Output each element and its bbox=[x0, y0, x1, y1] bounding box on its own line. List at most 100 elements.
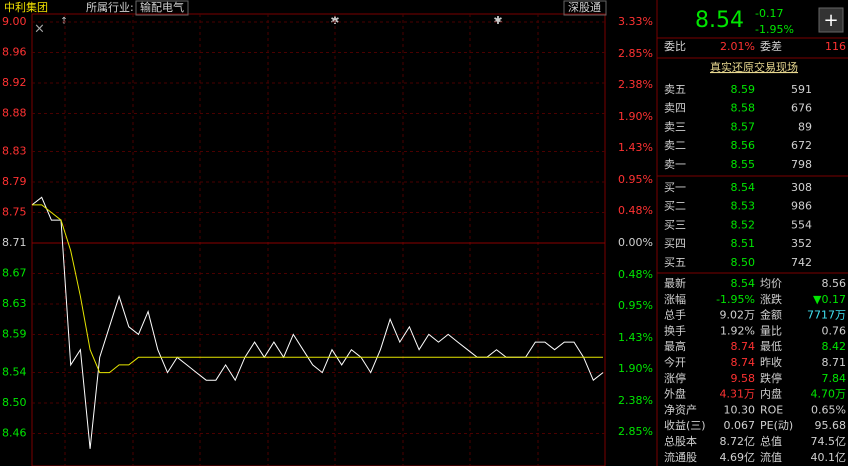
stat-value: 4.31万 bbox=[720, 388, 756, 401]
y-tick-label: 8.46 bbox=[2, 427, 27, 440]
stat-label: PE(动) bbox=[760, 419, 793, 432]
stat-label: 金额 bbox=[760, 308, 782, 322]
order-diff-label: 委差 bbox=[760, 39, 782, 53]
book-price: 8.59 bbox=[731, 83, 756, 96]
book-price: 8.51 bbox=[731, 237, 756, 250]
y-tick-label: 8.83 bbox=[2, 145, 27, 158]
tag-box[interactable] bbox=[563, 0, 607, 16]
stat-value: 40.1亿 bbox=[811, 451, 847, 464]
stat-label: 收益(三) bbox=[664, 418, 706, 432]
y2-tick-label: 0.95% bbox=[618, 173, 653, 186]
order-diff: 116 bbox=[825, 40, 846, 53]
y2-tick-label: 2.38% bbox=[618, 394, 653, 407]
stat-label: 总值 bbox=[760, 434, 782, 448]
y-tick-label: 9.00 bbox=[2, 15, 27, 28]
stat-value: 8.72亿 bbox=[720, 435, 756, 448]
stat-label: 总手 bbox=[664, 308, 686, 322]
book-volume: 89 bbox=[798, 120, 812, 133]
book-price: 8.55 bbox=[731, 158, 756, 171]
y2-tick-label: 2.85% bbox=[618, 47, 653, 60]
stat-label: 流值 bbox=[760, 450, 782, 464]
stat-label: 量比 bbox=[760, 324, 782, 337]
book-volume: 742 bbox=[791, 256, 812, 269]
tag[interactable]: 深股通 bbox=[568, 1, 601, 14]
stat-label: 跌停 bbox=[760, 371, 782, 385]
stock-name[interactable]: 中利集团 bbox=[4, 0, 48, 14]
y-tick-label: 8.75 bbox=[2, 206, 27, 219]
book-volume: 798 bbox=[791, 158, 812, 171]
y2-tick-label: 1.90% bbox=[618, 110, 653, 123]
plot-frame bbox=[31, 13, 606, 466]
industry-label: 所属行业: bbox=[86, 1, 134, 14]
replay-link[interactable]: 真实还原交易现场 bbox=[710, 60, 798, 74]
book-label: 买二 bbox=[664, 200, 686, 213]
stat-value: 10.30 bbox=[724, 403, 756, 416]
y2-tick-label: 3.33% bbox=[618, 15, 653, 28]
stat-value: 0.65% bbox=[811, 403, 846, 416]
book-price: 8.58 bbox=[731, 102, 756, 115]
stat-value: 8.42 bbox=[822, 340, 847, 353]
y2-tick-label: 0.95% bbox=[618, 299, 653, 312]
price-line bbox=[32, 204, 603, 374]
book-volume: 591 bbox=[791, 83, 812, 96]
y-tick-label: 8.96 bbox=[2, 45, 27, 58]
stat-label: 今开 bbox=[664, 355, 686, 369]
stat-value: 4.69亿 bbox=[720, 451, 756, 464]
stat-label: 均价 bbox=[760, 277, 782, 290]
y-tick-label: 8.71 bbox=[2, 236, 27, 249]
book-volume: 352 bbox=[791, 237, 812, 250]
stat-value: 7.84 bbox=[822, 372, 847, 385]
stat-label: 净资产 bbox=[664, 402, 697, 416]
stat-value: 9.58 bbox=[731, 372, 756, 385]
book-price: 8.57 bbox=[731, 120, 756, 133]
y-tick-label: 8.79 bbox=[2, 175, 27, 188]
book-label: 买三 bbox=[664, 218, 686, 231]
stat-label: 涨幅 bbox=[664, 293, 686, 306]
stat-label: 涨停 bbox=[664, 371, 686, 385]
stat-value: 74.5亿 bbox=[811, 435, 847, 448]
stat-value: -1.95% bbox=[716, 293, 755, 306]
stat-label: 昨收 bbox=[760, 355, 782, 369]
add-button[interactable] bbox=[818, 7, 844, 33]
y-tick-label: 8.92 bbox=[2, 76, 27, 89]
stat-value: 8.54 bbox=[731, 277, 756, 290]
book-label: 卖四 bbox=[664, 102, 686, 115]
book-label: 买四 bbox=[664, 237, 686, 250]
close-icon[interactable]: × bbox=[34, 22, 45, 37]
book-volume: 676 bbox=[791, 102, 812, 115]
add-icon[interactable]: + bbox=[823, 10, 838, 31]
industry[interactable]: 输配电气 bbox=[140, 0, 184, 14]
stat-label: ROE bbox=[760, 403, 783, 416]
quote-change: -0.17 bbox=[755, 7, 783, 20]
book-label: 卖三 bbox=[664, 120, 686, 133]
book-label: 买五 bbox=[664, 256, 686, 269]
y2-tick-label: 1.90% bbox=[618, 362, 653, 375]
book-label: 卖二 bbox=[664, 139, 686, 152]
stat-value: 95.68 bbox=[815, 419, 847, 432]
book-label: 买一 bbox=[664, 181, 686, 194]
event-marker[interactable]: ✱ bbox=[493, 14, 502, 27]
y2-tick-label: 0.00% bbox=[618, 236, 653, 249]
y-tick-label: 8.67 bbox=[2, 266, 27, 279]
stat-value: 7717万 bbox=[807, 309, 846, 322]
stat-value: 8.56 bbox=[822, 277, 847, 290]
industry-box[interactable] bbox=[135, 0, 189, 16]
stat-label: 最新 bbox=[664, 276, 686, 290]
stat-value: 0.76 bbox=[822, 324, 847, 337]
stat-label: 涨跌 bbox=[760, 292, 782, 306]
stat-value: 8.74 bbox=[731, 340, 756, 353]
stat-label: 外盘 bbox=[664, 387, 686, 401]
y2-tick-label: 1.43% bbox=[618, 331, 653, 344]
stat-label: 总股本 bbox=[664, 434, 697, 448]
book-price: 8.56 bbox=[731, 139, 756, 152]
y2-tick-label: 2.85% bbox=[618, 425, 653, 438]
y-tick-label: 8.54 bbox=[2, 366, 27, 379]
book-volume: 672 bbox=[791, 139, 812, 152]
y2-tick-label: 0.48% bbox=[618, 204, 653, 217]
y-tick-label: 8.59 bbox=[2, 327, 27, 340]
book-price: 8.52 bbox=[731, 218, 756, 231]
y2-tick-label: 1.43% bbox=[618, 141, 653, 154]
y2-tick-label: 0.48% bbox=[618, 268, 653, 281]
stat-label: 最高 bbox=[664, 339, 686, 353]
